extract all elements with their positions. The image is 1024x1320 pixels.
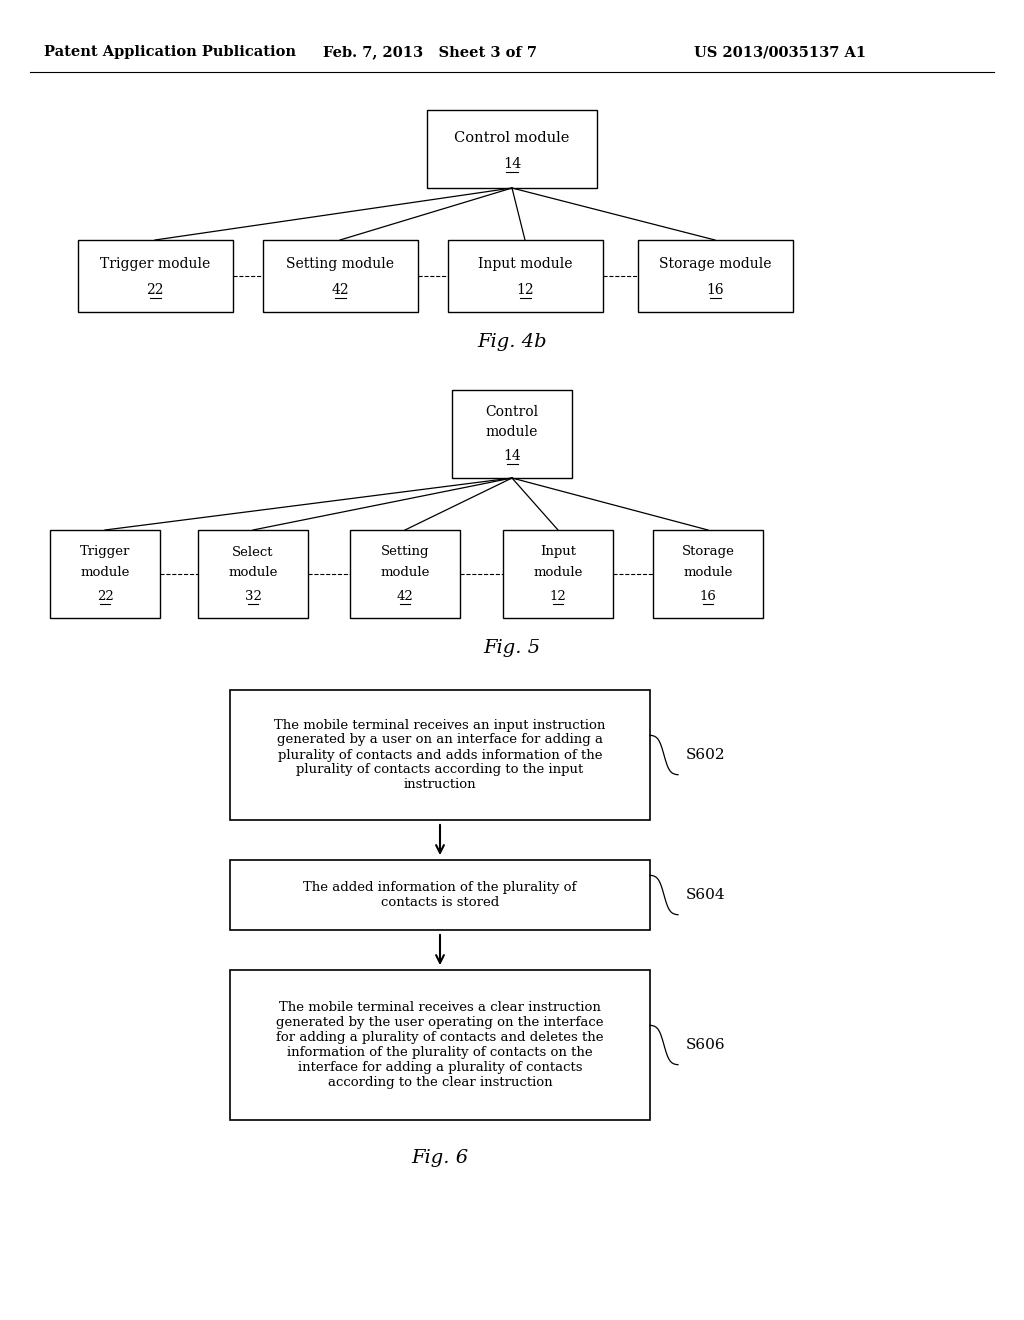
Text: module: module bbox=[534, 565, 583, 578]
Text: The mobile terminal receives a clear instruction
generated by the user operating: The mobile terminal receives a clear ins… bbox=[276, 1001, 604, 1089]
Text: US 2013/0035137 A1: US 2013/0035137 A1 bbox=[694, 45, 866, 59]
Text: module: module bbox=[485, 425, 539, 440]
Text: 22: 22 bbox=[146, 282, 164, 297]
Text: 12: 12 bbox=[550, 590, 566, 602]
Bar bbox=[447, 240, 602, 312]
Text: 14: 14 bbox=[503, 157, 521, 172]
Bar bbox=[503, 531, 613, 618]
Text: module: module bbox=[380, 565, 430, 578]
Bar bbox=[50, 531, 160, 618]
Text: The mobile terminal receives an input instruction
generated by a user on an inte: The mobile terminal receives an input in… bbox=[274, 718, 605, 792]
Text: Input module: Input module bbox=[478, 257, 572, 271]
Text: 42: 42 bbox=[396, 590, 414, 602]
Bar bbox=[230, 690, 650, 820]
Bar bbox=[198, 531, 308, 618]
Bar bbox=[350, 531, 460, 618]
Bar bbox=[78, 240, 232, 312]
Text: Trigger: Trigger bbox=[80, 545, 130, 558]
Text: Storage: Storage bbox=[682, 545, 734, 558]
Text: Fig. 4b: Fig. 4b bbox=[477, 333, 547, 351]
Text: S602: S602 bbox=[686, 748, 726, 762]
Bar bbox=[427, 110, 597, 187]
Text: module: module bbox=[683, 565, 733, 578]
Text: Fig. 6: Fig. 6 bbox=[412, 1148, 469, 1167]
Text: Setting module: Setting module bbox=[286, 257, 394, 271]
Text: 12: 12 bbox=[516, 282, 534, 297]
Text: 16: 16 bbox=[707, 282, 724, 297]
Text: 32: 32 bbox=[245, 590, 261, 602]
Text: The added information of the plurality of
contacts is stored: The added information of the plurality o… bbox=[303, 880, 577, 909]
Text: 16: 16 bbox=[699, 590, 717, 602]
Text: Trigger module: Trigger module bbox=[100, 257, 210, 271]
Text: 42: 42 bbox=[331, 282, 349, 297]
Text: Feb. 7, 2013   Sheet 3 of 7: Feb. 7, 2013 Sheet 3 of 7 bbox=[323, 45, 537, 59]
Text: S604: S604 bbox=[686, 888, 726, 902]
Bar bbox=[262, 240, 418, 312]
Text: Select: Select bbox=[232, 545, 273, 558]
Text: 14: 14 bbox=[503, 449, 521, 463]
Text: S606: S606 bbox=[686, 1038, 726, 1052]
Text: Storage module: Storage module bbox=[658, 257, 771, 271]
Text: Input: Input bbox=[540, 545, 575, 558]
Bar bbox=[230, 861, 650, 931]
Text: 22: 22 bbox=[96, 590, 114, 602]
Bar bbox=[638, 240, 793, 312]
Text: Control: Control bbox=[485, 405, 539, 418]
Text: Setting: Setting bbox=[381, 545, 429, 558]
Text: module: module bbox=[80, 565, 130, 578]
Text: Patent Application Publication: Patent Application Publication bbox=[44, 45, 296, 59]
Text: Control module: Control module bbox=[455, 131, 569, 145]
Text: module: module bbox=[228, 565, 278, 578]
Text: Fig. 5: Fig. 5 bbox=[483, 639, 541, 657]
Bar bbox=[230, 970, 650, 1119]
Bar bbox=[452, 389, 572, 478]
Bar bbox=[653, 531, 763, 618]
